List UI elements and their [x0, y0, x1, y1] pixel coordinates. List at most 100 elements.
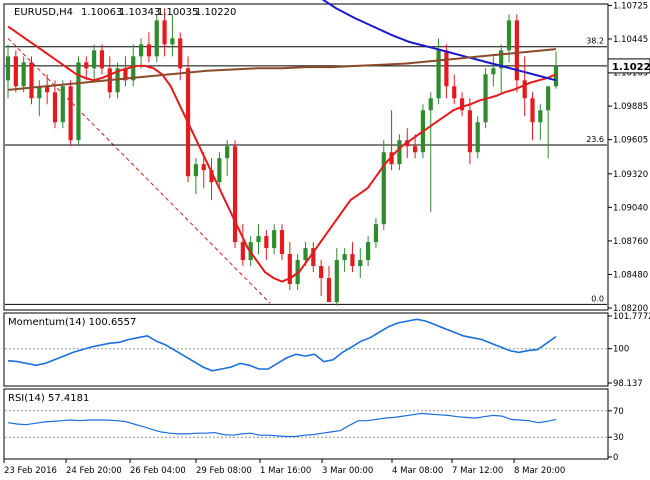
- candle-body-25: [201, 164, 206, 171]
- momentum-tick-label-0: 101.7772: [613, 312, 650, 322]
- candle-body-36: [287, 254, 292, 285]
- candle-body-46: [366, 242, 371, 261]
- time-label-7: 7 Mar 12:00: [452, 466, 503, 476]
- ohlc-value-0: 1.10063: [81, 7, 122, 18]
- candle-body-47: [373, 224, 379, 243]
- candle-body-45: [358, 260, 363, 267]
- candle-body-58: [459, 98, 465, 111]
- candle-body-3: [29, 62, 34, 99]
- rsi-pane[interactable]: RSI(14) 57.4181 70 30 0: [3, 388, 624, 463]
- price-tick-label-0: 1.10725: [613, 1, 648, 11]
- candle-body-17: [138, 44, 144, 57]
- time-label-2: 26 Feb 04:00: [130, 466, 186, 476]
- candle-body-54: [428, 98, 433, 111]
- candle-body-24: [193, 164, 198, 177]
- momentum-tick-label-1: 100: [613, 345, 629, 355]
- candle-body-57: [452, 86, 457, 99]
- candle-body-35: [279, 230, 285, 255]
- candle-body-5: [45, 86, 50, 93]
- time-label-1: 24 Feb 20:00: [66, 466, 122, 476]
- candle-body-7: [60, 86, 65, 123]
- ma-blue-line: [321, 0, 557, 82]
- candle-body-28: [225, 146, 230, 159]
- current-price-label: 1.10220: [612, 62, 650, 73]
- ohlc-value-1: 1.10343: [119, 7, 160, 18]
- ma-red-line: [7, 25, 557, 283]
- candle-body-70: [553, 65, 559, 87]
- candle-body-6: [52, 92, 58, 123]
- candle-body-44: [350, 254, 355, 267]
- candle-body-34: [272, 230, 277, 249]
- time-label-8: 8 Mar 20:00: [514, 466, 565, 476]
- candle-body-19: [154, 20, 159, 57]
- candle-body-9: [76, 62, 81, 141]
- candle-body-59: [467, 110, 472, 153]
- candle-body-29: [232, 146, 238, 243]
- candle-body-12: [99, 50, 105, 69]
- rsi-title: RSI(14) 57.4181: [8, 393, 89, 404]
- ma-brown-line: [7, 48, 557, 91]
- candle-body-65: [514, 20, 519, 81]
- candle-body-69: [546, 86, 551, 111]
- candle-body-16: [131, 56, 136, 81]
- fib-label-2: 0.0: [591, 294, 604, 303]
- candle-body-55: [436, 50, 441, 99]
- candle-body-63: [499, 50, 504, 69]
- price-tick-label-7: 1.08760: [613, 237, 648, 247]
- time-label-4: 1 Mar 16:00: [260, 466, 311, 476]
- momentum-pane[interactable]: Momentum(14) 100.6557 101.7772 100 98.137: [3, 312, 650, 389]
- ohlc-value-3: 1.10220: [195, 7, 236, 18]
- fib-label-1: 23.6: [586, 135, 604, 144]
- candle-body-38: [303, 248, 308, 261]
- price-tick-label-9: 1.08200: [613, 304, 648, 314]
- candle-body-0: [5, 56, 11, 81]
- candle-body-1: [13, 56, 18, 87]
- candle-body-41: [326, 278, 332, 303]
- candle-body-4: [37, 86, 42, 99]
- candle-body-68: [538, 110, 543, 123]
- candle-body-10: [84, 62, 89, 69]
- momentum-tick-label-2: 98.137: [613, 379, 643, 389]
- candle-body-52: [412, 146, 418, 153]
- time-label-3: 29 Feb 08:00: [196, 466, 252, 476]
- rsi-tick-label-0: 70: [613, 407, 624, 417]
- fib-label-0: 38.2: [586, 37, 604, 46]
- price-tick-label-2: 1.10165: [613, 69, 648, 79]
- candle-body-18: [146, 44, 152, 57]
- price-tick-label-1: 1.10445: [613, 35, 648, 45]
- candle-body-22: [178, 38, 183, 69]
- current-price-box: [607, 58, 650, 74]
- price-tick-label-6: 1.09040: [613, 203, 648, 213]
- price-axis: 1.10725 1.10445 1.10165 1.09885 1.09605 1.093…: [607, 1, 650, 314]
- candle-body-32: [256, 236, 261, 243]
- candle-body-8: [68, 86, 73, 141]
- candle-body-11: [92, 50, 97, 69]
- candle-body-50: [397, 140, 402, 165]
- rsi-tick-label-1: 30: [613, 433, 624, 443]
- fib-labels: 38.2 23.6 0.0: [586, 37, 604, 304]
- time-label-5: 3 Mar 00:00: [322, 466, 373, 476]
- price-tick-label-3: 1.09885: [613, 102, 648, 112]
- price-tick-label-4: 1.09605: [613, 136, 648, 146]
- candle-body-56: [444, 50, 449, 87]
- time-axis: 23 Feb 2016 24 Feb 20:00 26 Feb 04:00 29 Fe…: [3, 459, 565, 476]
- rsi-axis: 70 30 0: [608, 407, 624, 463]
- candle-body-49: [389, 152, 394, 165]
- candle-body-48: [381, 152, 386, 225]
- momentum-line: [7, 318, 557, 372]
- candle-body-64: [506, 20, 512, 51]
- candle-body-43: [342, 254, 347, 261]
- candle-body-62: [491, 68, 496, 75]
- time-label-0: 23 Feb 2016: [4, 466, 57, 476]
- momentum-axis: 101.7772 100 98.137: [608, 312, 650, 389]
- candle-body-21: [170, 38, 175, 45]
- candle-body-26: [209, 170, 214, 183]
- rsi-tick-label-2: 0: [613, 453, 618, 463]
- candle-body-42: [334, 260, 339, 303]
- rsi-pane-frame: [3, 388, 609, 460]
- candle-body-40: [319, 266, 324, 279]
